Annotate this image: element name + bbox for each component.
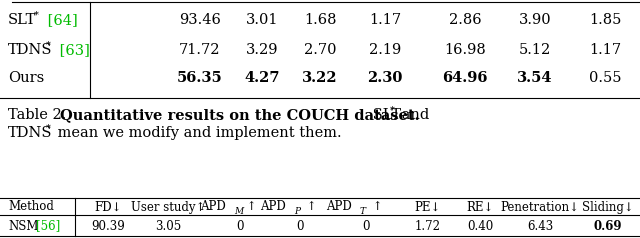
- Text: 0.40: 0.40: [467, 219, 493, 233]
- Text: NSM: NSM: [8, 219, 38, 233]
- Text: *: *: [46, 40, 51, 50]
- Text: ↑: ↑: [369, 200, 383, 213]
- Text: PE↓: PE↓: [415, 200, 441, 213]
- Text: 0.69: 0.69: [594, 219, 622, 233]
- Text: 1.17: 1.17: [589, 43, 621, 57]
- Text: APD: APD: [326, 200, 352, 213]
- Text: 64.96: 64.96: [442, 71, 488, 85]
- Text: 16.98: 16.98: [444, 43, 486, 57]
- Text: 3.22: 3.22: [302, 71, 338, 85]
- Text: 0: 0: [296, 219, 304, 233]
- Text: 1.72: 1.72: [415, 219, 441, 233]
- Text: and: and: [397, 108, 429, 122]
- Text: [63]: [63]: [55, 43, 90, 57]
- Text: [64]: [64]: [43, 13, 77, 27]
- Text: TDNS: TDNS: [8, 126, 52, 140]
- Text: 71.72: 71.72: [179, 43, 221, 57]
- Text: 93.46: 93.46: [179, 13, 221, 27]
- Text: 0.55: 0.55: [589, 71, 621, 85]
- Text: 1.85: 1.85: [589, 13, 621, 27]
- Text: TDNS: TDNS: [8, 43, 52, 57]
- Text: *: *: [34, 10, 39, 20]
- Text: 6.43: 6.43: [527, 219, 553, 233]
- Text: 1.68: 1.68: [304, 13, 336, 27]
- Text: 2.70: 2.70: [304, 43, 336, 57]
- Text: 4.27: 4.27: [244, 71, 280, 85]
- Text: Quantitative results on the COUCH dataset.: Quantitative results on the COUCH datase…: [60, 108, 420, 122]
- Text: M: M: [234, 207, 243, 215]
- Text: Penetration↓: Penetration↓: [500, 200, 579, 213]
- Text: *: *: [46, 124, 51, 133]
- Text: Ours: Ours: [8, 71, 44, 85]
- Text: *: *: [390, 105, 395, 114]
- Text: 3.01: 3.01: [246, 13, 278, 27]
- Text: 3.05: 3.05: [155, 219, 181, 233]
- Text: Table 2.: Table 2.: [8, 108, 71, 122]
- Text: FD↓: FD↓: [94, 200, 122, 213]
- Text: Method: Method: [8, 200, 54, 213]
- Text: 56.35: 56.35: [177, 71, 223, 85]
- Text: User study↑: User study↑: [131, 200, 205, 213]
- Text: T: T: [360, 207, 366, 215]
- Text: Sliding↓: Sliding↓: [582, 200, 634, 213]
- Text: 3.29: 3.29: [246, 43, 278, 57]
- Text: RE↓: RE↓: [467, 200, 493, 213]
- Text: 2.86: 2.86: [449, 13, 481, 27]
- Text: P: P: [294, 207, 300, 215]
- Text: 1.17: 1.17: [369, 13, 401, 27]
- Text: SLT: SLT: [368, 108, 401, 122]
- Text: APD: APD: [260, 200, 286, 213]
- Text: [56]: [56]: [36, 219, 60, 233]
- Text: 3.90: 3.90: [518, 13, 551, 27]
- Text: APD: APD: [200, 200, 226, 213]
- Text: 3.54: 3.54: [517, 71, 553, 85]
- Text: ↑: ↑: [303, 200, 317, 213]
- Text: mean we modify and implement them.: mean we modify and implement them.: [53, 126, 342, 140]
- Text: 5.12: 5.12: [519, 43, 551, 57]
- Text: 0: 0: [362, 219, 370, 233]
- Text: 0: 0: [236, 219, 244, 233]
- Text: 2.19: 2.19: [369, 43, 401, 57]
- Text: SLT: SLT: [8, 13, 36, 27]
- Text: 90.39: 90.39: [91, 219, 125, 233]
- Text: ↑: ↑: [243, 200, 257, 213]
- Text: 2.30: 2.30: [367, 71, 403, 85]
